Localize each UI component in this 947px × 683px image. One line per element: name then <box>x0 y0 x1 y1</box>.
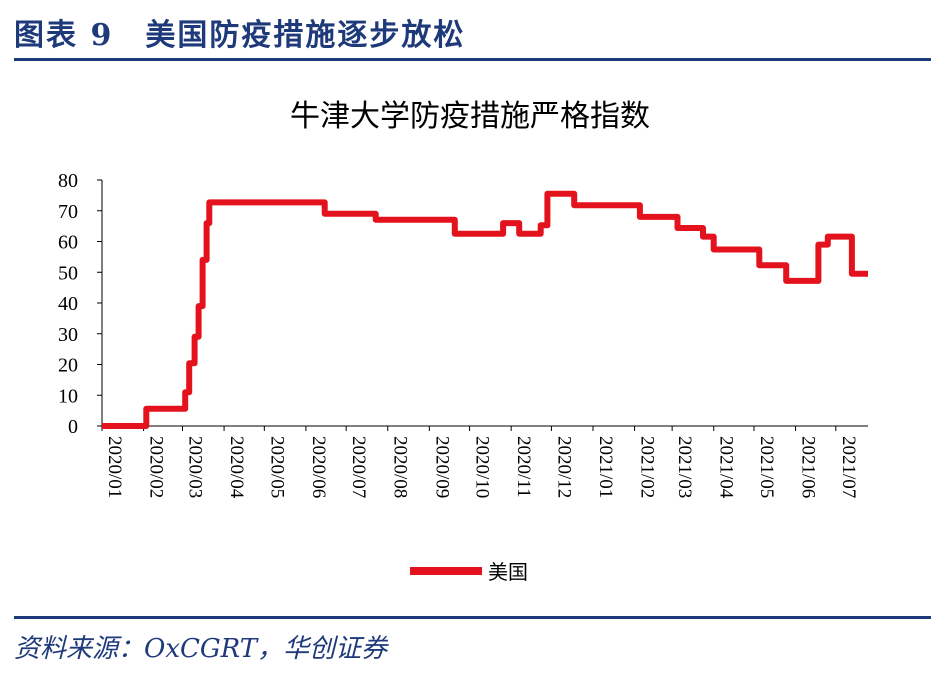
legend-label: 美国 <box>488 560 528 584</box>
x-tick-label: 2020/09 <box>431 436 452 498</box>
x-tick-label: 2020/08 <box>390 436 411 498</box>
x-tick-label: 2020/10 <box>472 436 493 498</box>
y-tick-label: 0 <box>68 416 78 438</box>
series-layer <box>102 190 868 429</box>
x-tick-label: 2021/01 <box>595 436 616 498</box>
legend: 美国 <box>410 556 528 585</box>
x-tick-label: 2021/04 <box>716 436 737 499</box>
x-tick-label: 2020/03 <box>184 436 205 498</box>
chart-title: 牛津大学防疫措施严格指数 <box>290 99 650 134</box>
x-tick-label: 2020/07 <box>348 436 369 498</box>
x-tick-label: 2020/04 <box>226 436 247 499</box>
axes <box>97 179 868 431</box>
bottom-rule <box>14 616 931 619</box>
top-rule <box>14 58 931 61</box>
x-tick-label: 2021/07 <box>838 436 859 498</box>
y-tick-label: 80 <box>58 170 78 192</box>
y-tick-label: 60 <box>58 232 78 254</box>
y-tick-label: 20 <box>58 355 78 377</box>
legend-swatch <box>410 566 482 575</box>
figure-title: 图表 9 美国防疫措施逐步放松 <box>14 18 466 53</box>
x-tick-label: 2020/05 <box>266 436 287 498</box>
x-tick-label: 2021/02 <box>637 436 658 498</box>
x-tick-label: 2021/06 <box>798 436 819 498</box>
x-tick-label: 2021/05 <box>756 436 777 498</box>
x-tick-label: 2020/02 <box>146 436 167 498</box>
x-tick-label: 2020/12 <box>553 436 574 498</box>
x-tick-labels: 2020/01 2020/02 2020/03 2020/04 2020/05 2020/… <box>104 436 859 499</box>
y-tick-label: 30 <box>58 324 78 346</box>
y-tick-label: 40 <box>58 293 78 315</box>
y-tick-label: 50 <box>58 262 78 284</box>
source-note: 资料来源：OxCGRT，华创证券 <box>14 634 388 664</box>
series-line-us <box>102 190 868 429</box>
x-tick-label: 2020/11 <box>513 436 534 498</box>
y-tick-label: 10 <box>58 385 78 407</box>
y-tick-label: 70 <box>58 201 78 223</box>
x-tick-label: 2021/03 <box>674 436 695 498</box>
x-tick-label: 2020/06 <box>308 436 329 498</box>
x-tick-label: 2020/01 <box>104 436 125 498</box>
y-tick-labels: 0 10 20 30 40 50 60 70 80 <box>58 170 78 438</box>
